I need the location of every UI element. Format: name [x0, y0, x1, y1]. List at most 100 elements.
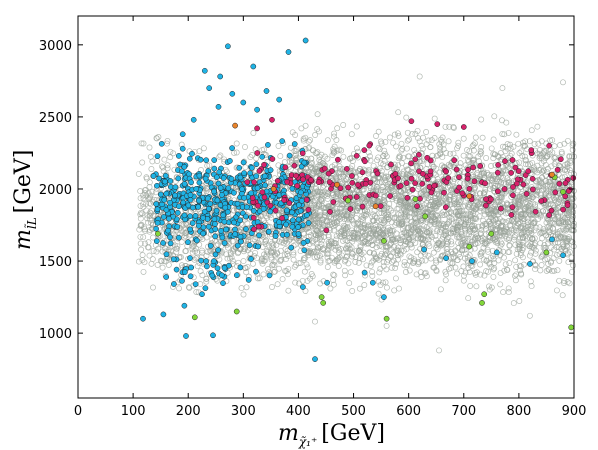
data-point [381, 207, 388, 214]
data-point [325, 189, 332, 196]
data-point [196, 197, 202, 204]
data-point [492, 201, 499, 208]
data-point [188, 264, 195, 271]
data-point [260, 205, 267, 212]
data-point [425, 209, 431, 216]
data-point [146, 184, 153, 191]
data-point [239, 186, 245, 193]
data-point [195, 204, 202, 210]
data-point [526, 312, 533, 319]
data-point [288, 244, 295, 251]
data-point [534, 189, 541, 195]
data-point [463, 217, 470, 224]
data-point [315, 203, 322, 210]
data-point [170, 150, 177, 157]
data-point [529, 175, 536, 182]
data-point [491, 113, 498, 120]
data-point [414, 249, 421, 256]
data-point [483, 238, 490, 245]
data-point [164, 165, 171, 172]
data-point [357, 246, 364, 253]
data-point [563, 227, 569, 234]
data-point [175, 153, 182, 159]
data-point [353, 152, 360, 159]
data-point [419, 158, 425, 165]
data-point [295, 224, 301, 230]
data-point [218, 272, 225, 279]
data-point [312, 231, 319, 238]
data-point [457, 160, 464, 167]
data-point [162, 172, 169, 179]
data-point [511, 272, 518, 279]
data-point [519, 239, 526, 246]
data-point [335, 255, 342, 262]
data-point [480, 190, 487, 196]
data-point [273, 242, 280, 249]
data-point [447, 187, 454, 194]
data-point [488, 263, 495, 270]
data-point [293, 262, 299, 268]
data-point [442, 277, 449, 284]
data-point [263, 248, 270, 254]
data-point [558, 150, 565, 157]
data-point [388, 207, 395, 214]
data-point [196, 179, 203, 186]
data-point [349, 173, 355, 179]
data-point [167, 178, 174, 184]
data-point [426, 243, 433, 250]
data-point [371, 227, 377, 233]
data-point [312, 149, 319, 156]
data-point [419, 216, 426, 223]
data-point [265, 179, 272, 186]
data-point [190, 116, 197, 123]
data-point [221, 265, 228, 271]
data-point [341, 258, 348, 265]
data-point [266, 242, 272, 249]
data-point [247, 170, 253, 177]
data-point [505, 289, 512, 296]
data-point [358, 213, 365, 220]
data-point [203, 258, 209, 265]
data-point [238, 285, 245, 292]
data-point [431, 115, 438, 122]
data-point [201, 208, 208, 215]
data-point [490, 273, 497, 280]
data-point [456, 213, 463, 219]
data-point [305, 220, 312, 226]
data-point [378, 168, 385, 175]
data-point [324, 264, 331, 270]
data-point [375, 128, 382, 135]
data-point [393, 143, 399, 150]
data-point [413, 271, 420, 278]
data-point [478, 149, 485, 156]
data-point [285, 49, 292, 55]
data-point [357, 249, 364, 256]
data-point [394, 247, 401, 254]
data-point [326, 257, 333, 264]
data-point [282, 256, 289, 263]
data-point [550, 195, 557, 202]
data-point [189, 220, 196, 226]
data-point [522, 210, 529, 217]
data-point [369, 272, 376, 279]
data-point [252, 249, 259, 256]
data-point [528, 219, 535, 226]
data-point [434, 246, 441, 253]
data-point [164, 162, 171, 169]
data-point [213, 174, 220, 181]
data-point [404, 232, 411, 239]
data-point [513, 250, 520, 257]
data-point [483, 257, 490, 264]
data-point [445, 234, 452, 241]
data-point [316, 235, 323, 242]
data-point [549, 137, 556, 144]
data-point [392, 275, 399, 282]
data-point [147, 216, 154, 223]
data-point [269, 284, 275, 290]
data-point [404, 261, 411, 268]
data-point [547, 197, 554, 204]
data-point [416, 151, 422, 158]
data-point [487, 254, 494, 261]
data-point [464, 254, 471, 261]
data-point [334, 125, 341, 132]
